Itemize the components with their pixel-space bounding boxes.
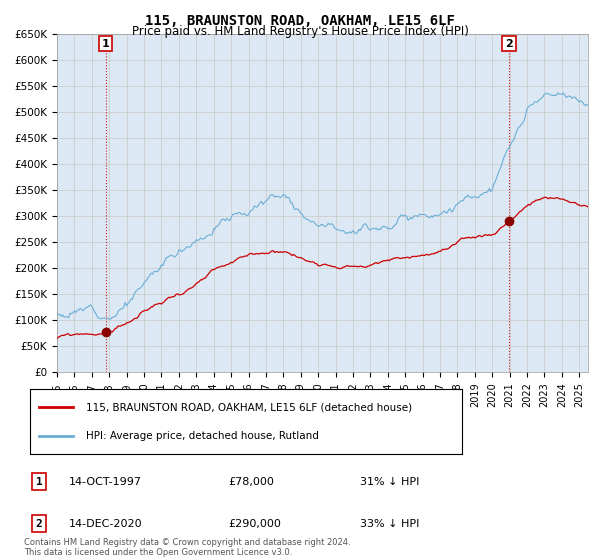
Text: Price paid vs. HM Land Registry's House Price Index (HPI): Price paid vs. HM Land Registry's House … — [131, 25, 469, 38]
Text: 1: 1 — [101, 39, 109, 49]
Text: 31% ↓ HPI: 31% ↓ HPI — [360, 477, 419, 487]
Text: 2: 2 — [35, 519, 43, 529]
Text: £290,000: £290,000 — [228, 519, 281, 529]
Text: £78,000: £78,000 — [228, 477, 274, 487]
Text: 115, BRAUNSTON ROAD, OAKHAM, LE15 6LF (detached house): 115, BRAUNSTON ROAD, OAKHAM, LE15 6LF (d… — [86, 402, 412, 412]
Text: 2: 2 — [505, 39, 513, 49]
Text: HPI: Average price, detached house, Rutland: HPI: Average price, detached house, Rutl… — [86, 431, 319, 441]
Text: 115, BRAUNSTON ROAD, OAKHAM, LE15 6LF: 115, BRAUNSTON ROAD, OAKHAM, LE15 6LF — [145, 14, 455, 28]
Text: 14-DEC-2020: 14-DEC-2020 — [69, 519, 143, 529]
Text: Contains HM Land Registry data © Crown copyright and database right 2024.
This d: Contains HM Land Registry data © Crown c… — [24, 538, 350, 557]
Text: 33% ↓ HPI: 33% ↓ HPI — [360, 519, 419, 529]
Text: 14-OCT-1997: 14-OCT-1997 — [69, 477, 142, 487]
Text: 1: 1 — [35, 477, 43, 487]
